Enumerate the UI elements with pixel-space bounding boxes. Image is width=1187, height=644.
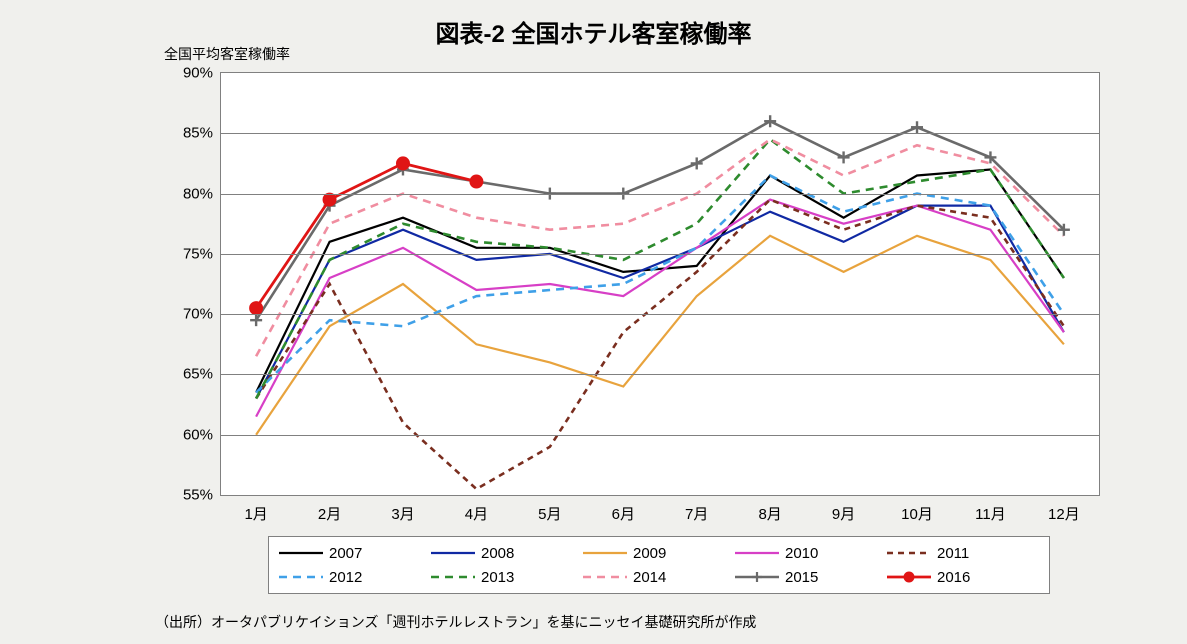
legend-label: 2015 [785, 569, 818, 586]
ytick-label: 70% [183, 306, 213, 323]
xtick-label: 12月 [1048, 503, 1080, 524]
ytick-label: 85% [183, 125, 213, 142]
legend-item-2010: 2010 [735, 541, 887, 565]
gridline [221, 133, 1099, 134]
legend-item-2011: 2011 [887, 541, 1039, 565]
legend-item-2016: 2016 [887, 565, 1039, 589]
legend-label: 2016 [937, 569, 970, 586]
ytick-label: 65% [183, 366, 213, 383]
xtick-label: 10月 [901, 503, 933, 524]
xtick-label: 4月 [465, 503, 488, 524]
plot-area: 55%60%65%70%75%80%85%90%1月2月3月4月5月6月7月8月… [220, 72, 1100, 496]
xtick-label: 1月 [244, 503, 267, 524]
legend-item-2014: 2014 [583, 565, 735, 589]
legend-item-2009: 2009 [583, 541, 735, 565]
legend: 2007 2008 2009 2010 2011 2012 2013 2014 2015 2016 [268, 536, 1050, 594]
legend-item-2015: 2015 [735, 565, 887, 589]
legend-item-2013: 2013 [431, 565, 583, 589]
series-line-2014 [256, 139, 1064, 356]
gridline [221, 254, 1099, 255]
xtick-label: 6月 [612, 503, 635, 524]
series-line-2009 [256, 236, 1064, 435]
xtick-label: 9月 [832, 503, 855, 524]
legend-item-2007: 2007 [279, 541, 431, 565]
legend-label: 2012 [329, 569, 362, 586]
legend-label: 2009 [633, 545, 666, 562]
legend-label: 2008 [481, 545, 514, 562]
legend-label: 2010 [785, 545, 818, 562]
legend-item-2008: 2008 [431, 541, 583, 565]
legend-label: 2013 [481, 569, 514, 586]
xtick-label: 2月 [318, 503, 341, 524]
gridline [221, 374, 1099, 375]
ytick-label: 75% [183, 245, 213, 262]
chart-stage: 図表-2 全国ホテル客室稼働率 全国平均客室稼働率 55%60%65%70%75… [0, 0, 1187, 644]
series-line-2011 [256, 200, 1064, 489]
xtick-label: 7月 [685, 503, 708, 524]
ytick-label: 90% [183, 65, 213, 82]
series-line-2016 [256, 163, 476, 308]
legend-label: 2014 [633, 569, 666, 586]
source-note: （出所）オータパブリケイションズ「週刊ホテルレストラン」を基にニッセイ基礎研究所… [155, 612, 756, 632]
chart-svg [221, 73, 1099, 495]
gridline [221, 314, 1099, 315]
ytick-label: 60% [183, 426, 213, 443]
legend-label: 2007 [329, 545, 362, 562]
chart-subtitle: 全国平均客室稼働率 [164, 44, 290, 64]
legend-item-2012: 2012 [279, 565, 431, 589]
xtick-label: 3月 [391, 503, 414, 524]
gridline [221, 194, 1099, 195]
ytick-label: 80% [183, 185, 213, 202]
gridline [221, 435, 1099, 436]
xtick-label: 11月 [975, 503, 1006, 524]
legend-label: 2011 [937, 545, 969, 562]
xtick-label: 5月 [538, 503, 561, 524]
xtick-label: 8月 [758, 503, 781, 524]
ytick-label: 55% [183, 487, 213, 504]
series-line-2010 [256, 200, 1064, 417]
